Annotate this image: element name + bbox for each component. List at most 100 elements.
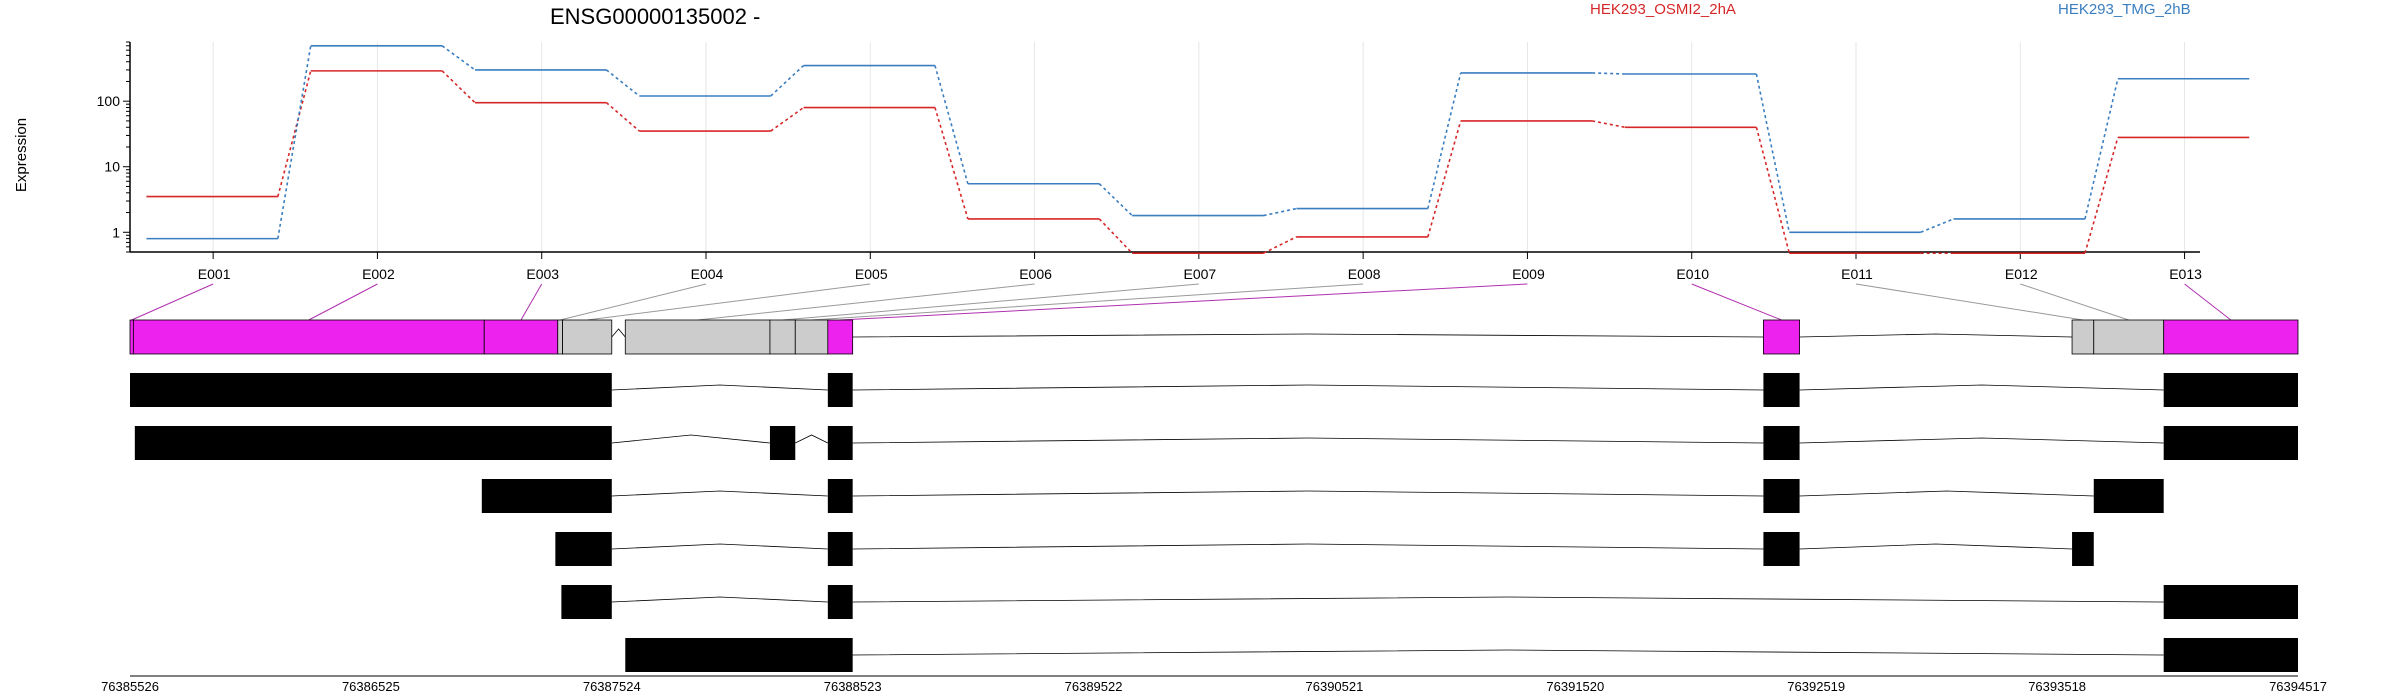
x-tick-label: E003 <box>526 266 559 282</box>
exon-E012 <box>2093 319 2165 355</box>
x-tick-label: E004 <box>691 266 724 282</box>
transcript-exon <box>481 479 612 513</box>
transcript-3 <box>481 479 2164 513</box>
connector-E004 <box>560 283 707 321</box>
series-2-link <box>934 65 969 184</box>
transcript-intron <box>852 384 1764 391</box>
axes: 1 10 100 E001 E002 E003 E004 E005 E006 E007 E008 E0… <box>97 41 2202 282</box>
connector-E006 <box>697 283 1035 321</box>
y-axis-label: Expression <box>13 118 30 192</box>
coord-label: 76394517 <box>2269 679 2327 694</box>
coord-label: 76391520 <box>1546 679 1604 694</box>
series-2-link <box>2084 78 2119 220</box>
exon-E009 <box>827 319 854 355</box>
transcript-intron <box>1799 490 2094 497</box>
x-tick-label: E011 <box>1841 266 1873 282</box>
transcript-intron <box>611 490 828 497</box>
series-1-link <box>1755 127 1791 254</box>
connector-E002 <box>308 283 378 321</box>
exon-E003 <box>483 319 559 355</box>
transcript-intron <box>611 434 770 444</box>
exon-E007 <box>769 319 796 355</box>
series-1-link <box>770 106 805 132</box>
coord-label: 76390521 <box>1306 679 1364 694</box>
exon-E008 <box>794 319 829 355</box>
exon-connectors <box>131 283 2232 321</box>
grid-lines <box>212 42 2186 252</box>
exon-E010 <box>1763 319 1800 355</box>
transcript-exon <box>827 532 853 566</box>
exon-E013 <box>2163 319 2299 355</box>
transcript-exon <box>2163 373 2298 407</box>
x-tick-label: E012 <box>2005 266 2038 282</box>
x-tick-label: E008 <box>1348 266 1381 282</box>
transcript-exon <box>561 585 612 619</box>
transcripts <box>130 373 2298 672</box>
legend-series-2: HEK293_TMG_2hB <box>2058 1 2191 18</box>
exon-E011 <box>2071 319 2095 355</box>
series-2-link <box>1098 183 1133 217</box>
transcript-exon <box>827 373 853 407</box>
y-tick-label: 1 <box>112 224 120 240</box>
transcript-exon <box>1763 426 1800 460</box>
chart-title: ENSG00000135002 - <box>550 4 760 29</box>
y-tick-label: 10 <box>104 159 120 175</box>
x-tick-label: E001 <box>198 266 231 282</box>
series-2-link <box>1427 72 1462 209</box>
connector-E010 <box>1691 283 1782 321</box>
transcript-5 <box>561 585 2298 619</box>
series-2-link <box>1755 73 1791 233</box>
transcript-1 <box>130 373 2298 407</box>
connector-E012 <box>2020 283 2129 321</box>
series-1-link <box>1098 218 1133 254</box>
transcript-exon <box>1763 373 1800 407</box>
transcript-4 <box>555 532 2094 566</box>
transcript-intron <box>1799 384 2164 391</box>
exon-E004 <box>557 319 563 355</box>
connector-E011 <box>1855 283 2083 321</box>
transcript-intron <box>852 437 1764 444</box>
transcript-exon <box>2093 479 2164 513</box>
transcript-exon <box>2072 532 2094 566</box>
gene-model <box>129 319 2299 355</box>
x-tick-label: E013 <box>2169 266 2202 282</box>
connector-E007 <box>782 283 1199 321</box>
series-1-link <box>1427 120 1462 238</box>
transcript-intron <box>611 596 828 603</box>
transcript-exon <box>555 532 612 566</box>
series-2-link <box>1592 72 1626 75</box>
transcript-6 <box>625 638 2298 672</box>
series-lines <box>146 45 2250 254</box>
coordinate-axis: 76385526 76386525 76387524 76388523 76389522… <box>101 675 2327 694</box>
series-1-link <box>2084 137 2119 254</box>
legend-series-1: HEK293_OSMI2_2hA <box>1590 1 1736 18</box>
series-1-link <box>605 102 640 132</box>
transcript-exon <box>2163 585 2298 619</box>
transcript-exon <box>1763 532 1800 566</box>
transcript-exon <box>2163 638 2298 672</box>
x-tick-label: E005 <box>855 266 888 282</box>
x-tick-label: E007 <box>1184 266 1217 282</box>
series-2-link <box>1920 218 1954 234</box>
transcript-2 <box>134 426 2298 460</box>
transcript-intron <box>1799 543 2073 550</box>
coord-label: 76389522 <box>1065 679 1123 694</box>
series-2-link <box>277 45 312 239</box>
transcript-intron <box>611 543 828 550</box>
connector-E005 <box>587 283 871 321</box>
x-tick-label: E006 <box>1019 266 1052 282</box>
series-1-link <box>441 70 476 104</box>
transcript-exon <box>827 426 853 460</box>
transcript-intron <box>852 490 1764 497</box>
intron <box>852 333 1764 338</box>
coord-label: 76386525 <box>342 679 400 694</box>
transcript-exon <box>1763 479 1800 513</box>
transcript-intron <box>611 384 828 391</box>
coord-label: 76387524 <box>583 679 641 694</box>
connector-E008 <box>811 283 1364 321</box>
exon-E005 <box>562 319 613 355</box>
series-2-link <box>441 45 476 71</box>
exon-E002 <box>132 319 485 355</box>
intron <box>611 328 626 338</box>
